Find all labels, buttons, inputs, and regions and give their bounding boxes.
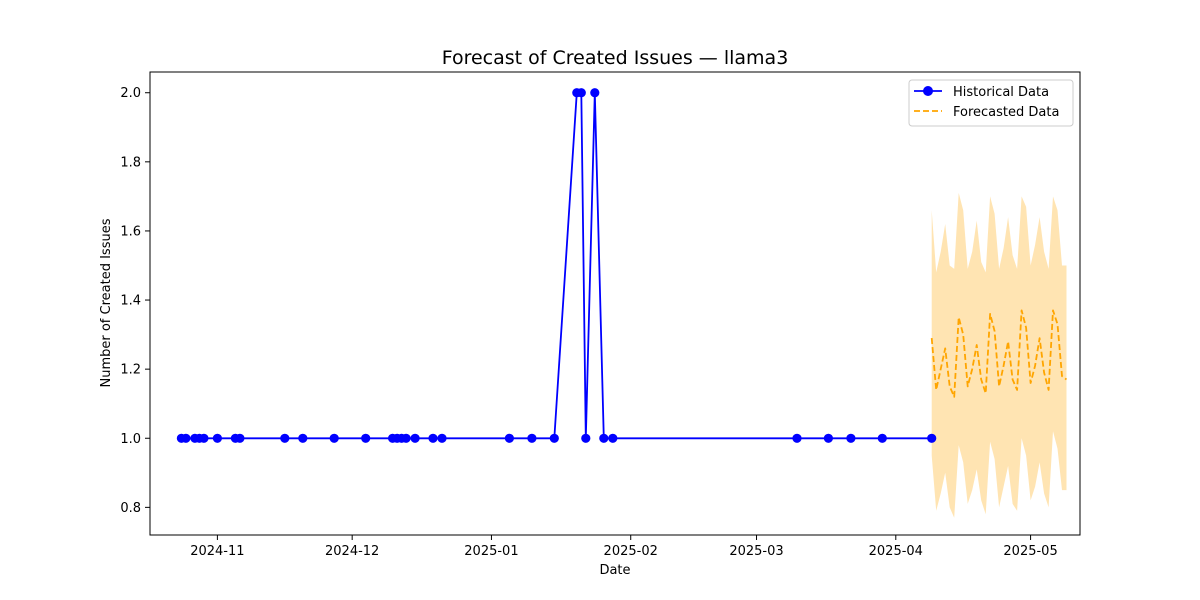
historical-point <box>329 433 339 443</box>
historical-point <box>792 433 802 443</box>
historical-point <box>927 433 937 443</box>
historical-point <box>549 433 559 443</box>
historical-point <box>181 433 191 443</box>
y-axis-label: Number of Created Issues <box>99 218 114 387</box>
chart-title: Forecast of Created Issues — llama3 <box>442 47 789 69</box>
historical-point <box>298 433 308 443</box>
y-tick-label: 2.0 <box>120 86 141 101</box>
y-axis: 0.8 1.0 1.2 1.4 1.6 1.8 2.0 <box>120 86 150 516</box>
historical-point <box>235 433 245 443</box>
x-tick-label: 2025-02 <box>604 544 658 559</box>
legend-box <box>908 79 1074 127</box>
historical-point <box>877 433 887 443</box>
y-tick-label: 1.6 <box>120 224 141 239</box>
historical-point <box>437 433 447 443</box>
y-tick-label: 1.4 <box>120 294 141 309</box>
historical-point <box>581 433 591 443</box>
x-tick-label: 2024-11 <box>190 544 244 559</box>
historical-point <box>280 433 290 443</box>
historical-point <box>199 433 209 443</box>
y-tick-label: 1.8 <box>120 155 141 170</box>
x-tick-label: 2025-05 <box>1003 544 1057 559</box>
historical-point <box>504 433 514 443</box>
historical-point <box>527 433 537 443</box>
legend-historical-marker <box>923 86 933 96</box>
forecast-confidence-band <box>931 192 1067 518</box>
historical-point <box>428 433 438 443</box>
y-tick-label: 0.8 <box>120 501 141 516</box>
legend-forecast-label: Forecasted Data <box>953 105 1059 120</box>
legend-historical-label: Historical Data <box>953 85 1049 100</box>
historical-point <box>599 433 609 443</box>
x-tick-label: 2025-03 <box>729 544 783 559</box>
x-tick-label: 2025-01 <box>464 544 518 559</box>
x-tick-label: 2025-04 <box>869 544 923 559</box>
historical-point <box>590 88 600 98</box>
historical-point <box>823 433 834 443</box>
historical-point <box>401 433 411 443</box>
x-axis: 2024-11 2024-12 2025-01 2025-02 2025-03 2025-… <box>190 535 1058 559</box>
historical-point <box>361 433 371 443</box>
x-axis-label: Date <box>599 563 630 578</box>
plot-area <box>176 88 1068 518</box>
historical-point <box>410 433 420 443</box>
forecast-series-line <box>930 309 1068 398</box>
y-tick-label: 1.0 <box>120 432 141 447</box>
historical-point <box>576 88 586 98</box>
historical-point <box>212 433 222 443</box>
y-tick-label: 1.2 <box>120 363 141 378</box>
x-tick-label: 2024-12 <box>325 544 379 559</box>
legend: Historical Data Forecasted Data <box>908 79 1074 127</box>
historical-point <box>608 433 618 443</box>
historical-point <box>846 433 856 443</box>
plot-frame <box>149 71 1081 536</box>
